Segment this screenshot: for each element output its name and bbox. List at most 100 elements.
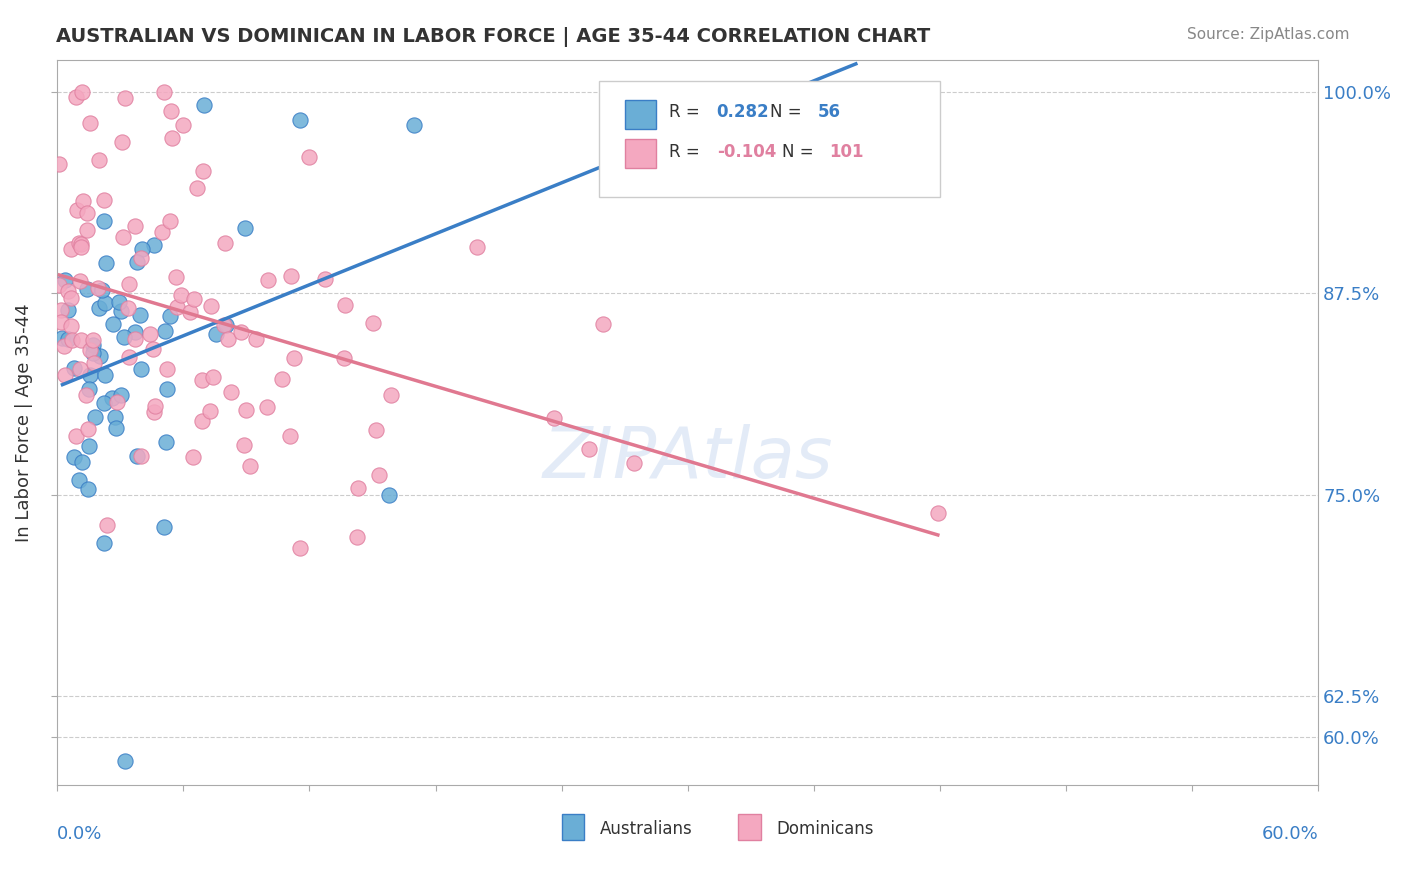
Text: R =: R =	[669, 143, 704, 161]
Dominicans	[159, 213, 181, 227]
Text: 56: 56	[817, 103, 841, 120]
Dominicans	[239, 458, 262, 473]
Australians	[93, 396, 115, 410]
Text: N =: N =	[769, 103, 807, 120]
Australians	[193, 98, 215, 112]
Text: 60.0%: 60.0%	[1261, 825, 1319, 844]
Dominicans	[111, 135, 134, 149]
Dominicans	[124, 219, 146, 233]
Dominicans	[623, 456, 645, 470]
Dominicans	[314, 272, 336, 286]
Dominicans	[191, 373, 214, 387]
Dominicans	[172, 118, 194, 132]
Dominicans	[76, 222, 98, 236]
Australians	[153, 520, 176, 534]
Dominicans	[124, 332, 146, 346]
Australians	[62, 360, 84, 375]
Australians	[125, 254, 148, 268]
Dominicans	[183, 292, 205, 306]
Australians	[124, 325, 146, 339]
Dominicans	[278, 428, 301, 442]
Dominicans	[59, 242, 82, 256]
Australians	[101, 317, 124, 331]
Text: -0.104: -0.104	[717, 143, 776, 161]
Dominicans	[69, 236, 91, 251]
Australians	[845, 85, 868, 99]
Dominicans	[60, 334, 83, 348]
Dominicans	[380, 387, 402, 401]
Australians	[79, 382, 101, 396]
Australians	[82, 346, 104, 360]
Australians	[159, 310, 181, 324]
Australians	[110, 388, 132, 402]
Text: 0.282: 0.282	[717, 103, 769, 120]
Text: Source: ZipAtlas.com: Source: ZipAtlas.com	[1187, 27, 1350, 42]
Dominicans	[179, 305, 201, 319]
Dominicans	[76, 206, 98, 220]
Dominicans	[368, 468, 391, 483]
Dominicans	[183, 450, 205, 464]
Dominicans	[65, 429, 87, 443]
Dominicans	[229, 326, 252, 340]
Australians	[378, 488, 401, 502]
Australians	[112, 330, 135, 344]
Dominicans	[59, 291, 82, 305]
Text: R =: R =	[669, 103, 704, 120]
Dominicans	[118, 350, 141, 364]
Dominicans	[49, 302, 72, 317]
Dominicans	[83, 356, 105, 370]
Dominicans	[139, 326, 162, 341]
Dominicans	[48, 157, 70, 171]
Australians	[76, 282, 98, 296]
Dominicans	[156, 361, 179, 376]
Australians	[103, 409, 125, 424]
Y-axis label: In Labor Force | Age 35-44: In Labor Force | Age 35-44	[15, 303, 32, 541]
Australians	[94, 255, 117, 269]
Dominicans	[69, 274, 91, 288]
Text: N =: N =	[782, 143, 820, 161]
Australians	[55, 273, 77, 287]
Dominicans	[51, 315, 73, 329]
Australians	[56, 302, 79, 317]
Bar	[624, 100, 657, 128]
Dominicans	[170, 288, 193, 302]
Australians	[84, 409, 107, 424]
Australians	[94, 295, 117, 310]
Dominicans	[66, 202, 89, 217]
Dominicans	[283, 351, 305, 365]
Dominicans	[75, 388, 97, 402]
Australians	[89, 349, 111, 363]
Dominicans	[153, 85, 176, 99]
Australians	[51, 331, 73, 345]
Dominicans	[67, 235, 90, 250]
Dominicans	[162, 130, 184, 145]
Text: Australians: Australians	[599, 820, 692, 838]
Dominicans	[79, 343, 101, 357]
Text: Dominicans: Dominicans	[776, 820, 873, 838]
Dominicans	[82, 333, 104, 347]
Australians	[56, 332, 79, 346]
Text: AUSTRALIAN VS DOMINICAN IN LABOR FORCE | AGE 35-44 CORRELATION CHART: AUSTRALIAN VS DOMINICAN IN LABOR FORCE |…	[56, 27, 931, 46]
Bar	[624, 139, 657, 169]
Dominicans	[52, 339, 75, 353]
Australians	[215, 318, 238, 332]
Dominicans	[191, 164, 214, 178]
Dominicans	[96, 518, 118, 533]
Dominicans	[60, 319, 83, 334]
Dominicans	[232, 438, 254, 452]
Dominicans	[366, 423, 388, 437]
Australians	[93, 536, 115, 550]
FancyBboxPatch shape	[599, 81, 939, 197]
Australians	[125, 449, 148, 463]
Dominicans	[543, 411, 565, 425]
Dominicans	[48, 278, 70, 293]
Dominicans	[93, 193, 115, 207]
Dominicans	[186, 181, 208, 195]
Australians	[89, 301, 111, 316]
Dominicans	[235, 402, 257, 417]
Dominicans	[200, 300, 222, 314]
Australians	[110, 304, 132, 318]
Dominicans	[290, 541, 312, 555]
Australians	[93, 368, 115, 383]
Dominicans	[114, 91, 136, 105]
